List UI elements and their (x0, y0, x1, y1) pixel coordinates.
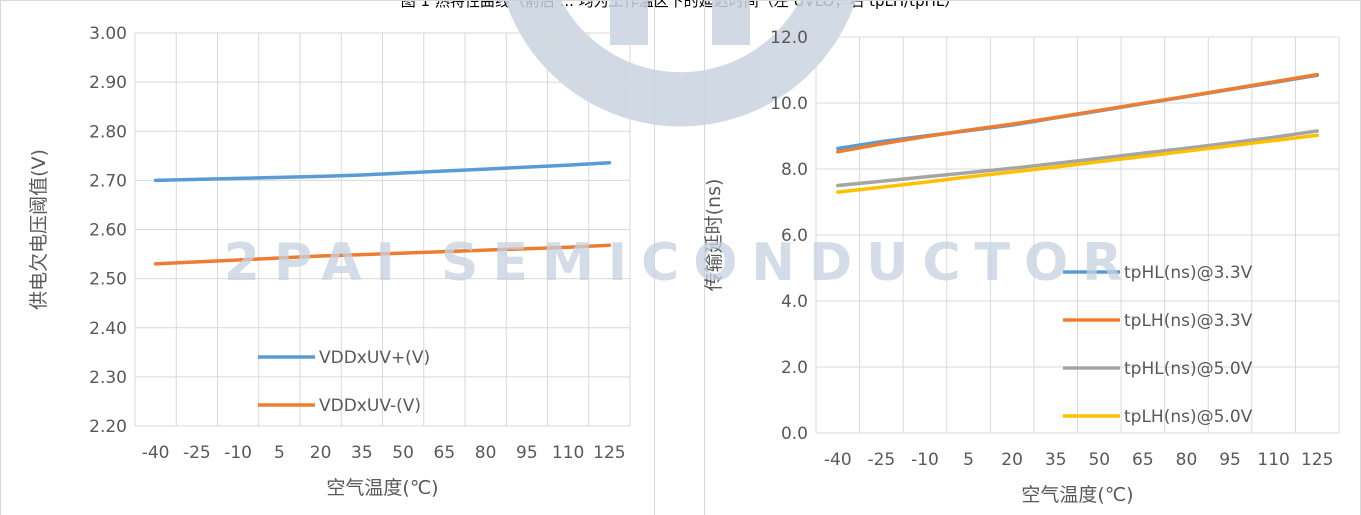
x-tick-label: -10 (911, 450, 939, 470)
legend-label: tpHL(ns)@3.3V (1124, 263, 1253, 283)
legend-label: tpLH(ns)@3.3V (1124, 311, 1253, 331)
x-tick-label: 125 (1301, 450, 1333, 470)
y-axis-title: 供电欠电压阈值(V) (28, 149, 50, 310)
legend-label: tpLH(ns)@5.0V (1124, 407, 1253, 427)
legend-label: tpHL(ns)@5.0V (1124, 359, 1253, 379)
x-tick-label: -25 (867, 450, 895, 470)
right-chart: 0.0 2.0 4.0 6.0 8.0 10.0 12.0 -40 -25 -10 5 20 35 50 6… (703, 28, 1340, 506)
legend-label: VDDxUV-(V) (319, 396, 421, 416)
legend-label: VDDxUV+(V) (319, 348, 430, 368)
x-tick-label: 110 (1257, 450, 1289, 470)
watermark-text: 2PAI SEMICONDUCTOR (224, 233, 1136, 293)
series-line (153, 160, 612, 183)
x-tick-label: 20 (310, 443, 332, 463)
x-tick-label: 35 (351, 443, 373, 463)
x-tick-label: 5 (963, 450, 974, 470)
x-tick-label: 95 (516, 443, 538, 463)
y-tick-label: 12.0 (770, 28, 808, 48)
x-tick-label: 80 (475, 443, 497, 463)
x-tick-label: -40 (142, 443, 170, 463)
y-tick-label: 2.20 (89, 417, 127, 437)
x-axis-title: 空气温度(℃) (326, 477, 438, 499)
x-tick-label: 125 (593, 443, 625, 463)
left-chart: 2.202.302.402.502.602.702.802.903.00-40-… (28, 24, 631, 499)
series-line (836, 133, 1319, 194)
y-tick-label: 2.50 (89, 270, 127, 290)
y-tick-label: 2.70 (89, 171, 127, 191)
y-tick-label: 2.30 (89, 368, 127, 388)
y-tick-label: 3.00 (89, 24, 127, 44)
x-tick-label: -25 (183, 443, 211, 463)
y-tick-label: 10.0 (770, 94, 808, 114)
y-tick-label: 2.60 (89, 221, 127, 241)
y-tick-label: 8.0 (781, 160, 808, 180)
x-tick-label: -10 (224, 443, 252, 463)
x-tick-label: 20 (1001, 450, 1023, 470)
x-tick-label: 65 (1132, 450, 1154, 470)
x-tick-label: 95 (1219, 450, 1241, 470)
y-tick-label: 6.0 (781, 226, 808, 246)
x-tick-label: 50 (1088, 450, 1110, 470)
x-tick-label: 80 (1176, 450, 1198, 470)
x-tick-label: 35 (1045, 450, 1067, 470)
y-tick-label: 0.0 (781, 424, 808, 444)
series-line (836, 72, 1319, 154)
series-line (153, 243, 612, 266)
x-tick-label: 65 (434, 443, 456, 463)
y-tick-label: 4.0 (781, 292, 808, 312)
figure-caption: 图 1 热特性曲线（前后 ... 均为工作温区下的延迟时间（左 UVLO，右 t… (401, 0, 959, 10)
x-tick-label: 50 (392, 443, 414, 463)
x-tick-label: 5 (274, 443, 285, 463)
y-tick-label: 2.0 (781, 358, 808, 378)
y-tick-label: 2.40 (89, 319, 127, 339)
left-chart-frame (0, 0, 655, 515)
watermark-logo (505, 0, 856, 127)
y-axis-title: 传输延时(ns) (703, 179, 725, 292)
series-line (836, 129, 1319, 188)
x-tick-label: -40 (824, 450, 852, 470)
y-tick-label: 2.90 (89, 73, 127, 93)
x-tick-label: 110 (552, 443, 584, 463)
x-axis-title: 空气温度(℃) (1021, 484, 1133, 506)
y-tick-label: 2.80 (89, 122, 127, 142)
